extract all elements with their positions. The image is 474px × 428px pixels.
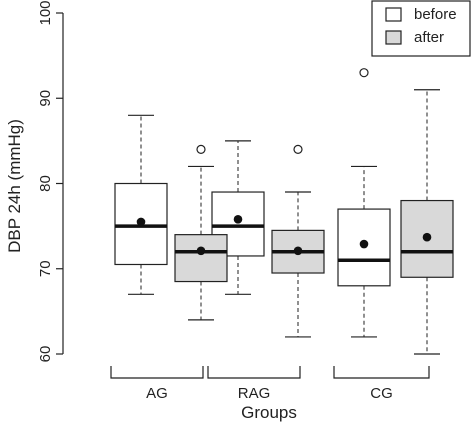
group-brackets: AG RAG CG: [110, 366, 430, 402]
y-tick-label: 100: [37, 0, 54, 25]
iqr-box: [174, 234, 228, 283]
mean-point: [422, 232, 432, 242]
box-ag-before: [114, 114, 168, 295]
box-rag-after: [271, 144, 325, 338]
outlier-point: [359, 68, 369, 78]
outlier-point: [293, 144, 303, 154]
group-label: RAG: [238, 385, 271, 402]
y-tick-label: 60: [37, 346, 54, 363]
bracket-line: [333, 366, 430, 379]
group-bracket-cg: CG: [333, 366, 430, 402]
legend: before after: [371, 0, 471, 57]
group-label: AG: [146, 385, 168, 402]
y-tick-label: 70: [37, 260, 54, 277]
mean-point: [359, 239, 369, 249]
legend-label: before: [414, 6, 457, 23]
bracket-line: [110, 366, 204, 379]
mean-point: [136, 217, 146, 227]
legend-swatch: [385, 7, 402, 22]
group-label: CG: [370, 385, 393, 402]
y-tick-label: 80: [37, 175, 54, 192]
legend-label: after: [414, 29, 444, 46]
mean-point: [196, 246, 206, 256]
group-bracket-ag: AG: [110, 366, 204, 402]
box-cg-after: [400, 89, 454, 355]
mean-point: [233, 215, 243, 224]
bracket-line: [207, 366, 301, 379]
box-cg-before: [337, 68, 391, 338]
legend-swatch: [385, 30, 402, 45]
y-axis: 60 70 80 90 100: [37, 0, 64, 363]
x-axis-label: Groups: [241, 403, 297, 422]
group-bracket-rag: RAG: [207, 366, 301, 402]
y-axis-label: DBP 24h (mmHg): [5, 119, 24, 253]
boxes-layer: [114, 68, 454, 355]
iqr-box: [114, 182, 168, 266]
outlier-point: [196, 144, 206, 154]
mean-point: [293, 246, 303, 256]
y-tick-label: 90: [37, 90, 54, 107]
box-ag-after: [174, 144, 228, 321]
